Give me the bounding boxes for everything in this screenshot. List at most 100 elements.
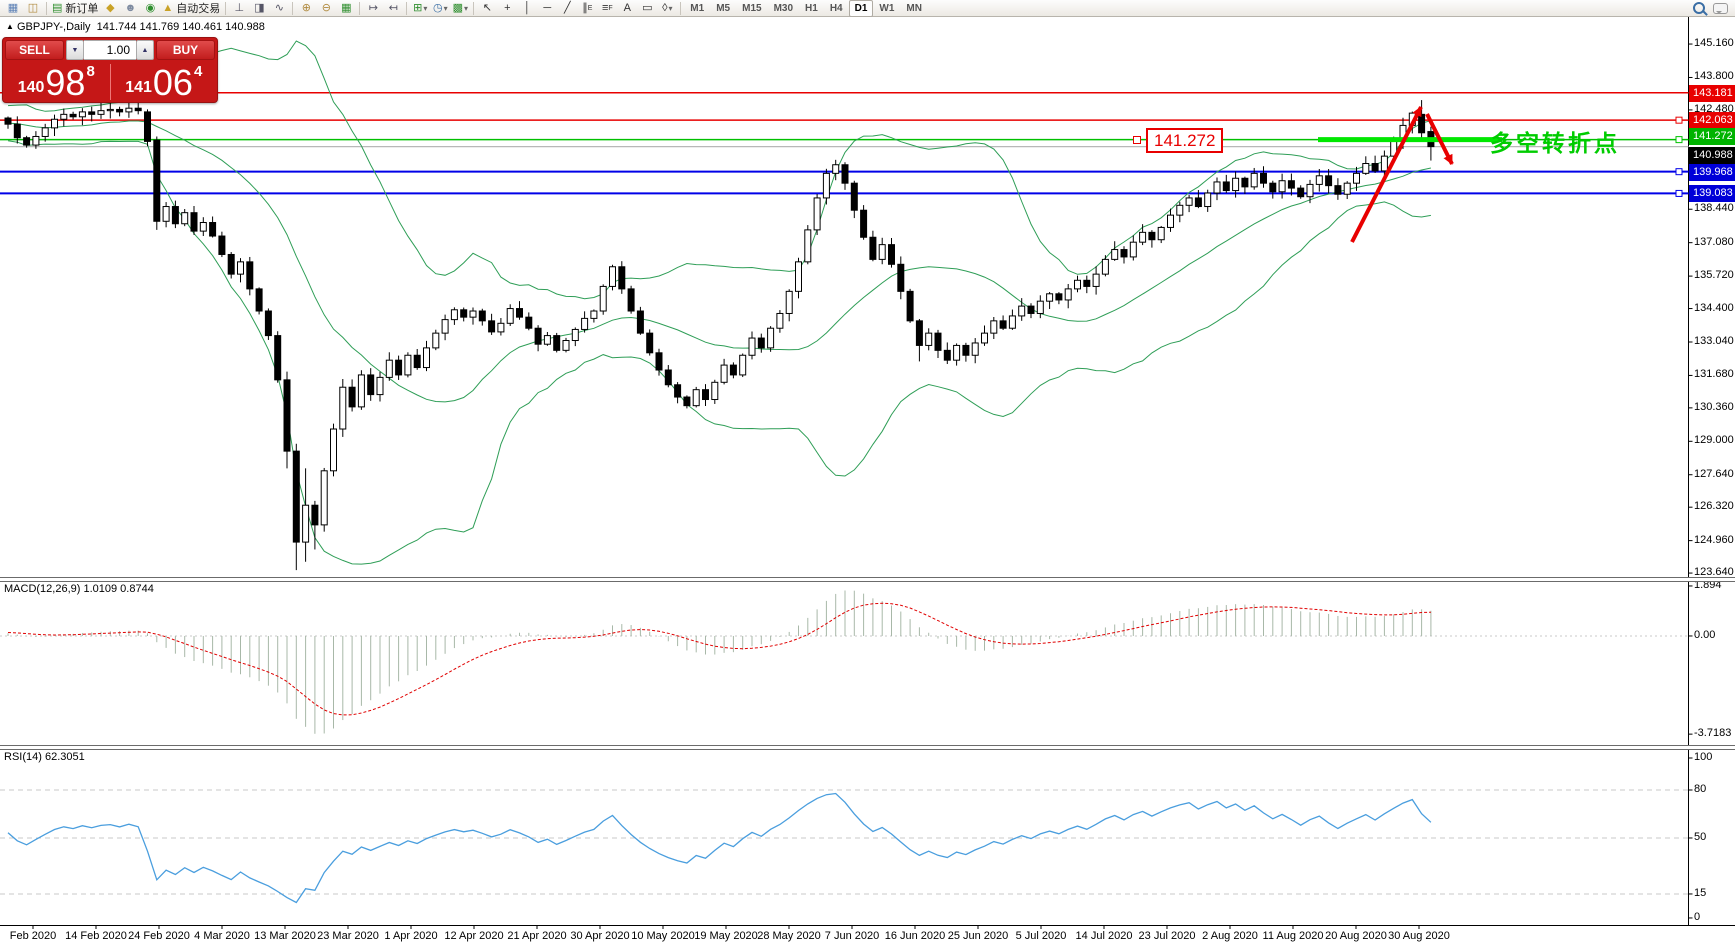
shapes-icon[interactable]: ◊ ▾ xyxy=(662,1,673,14)
market-watch-icon[interactable]: ▦ xyxy=(7,1,19,14)
cursor-icon[interactable]: ↖ xyxy=(482,1,492,14)
time-axis-label: 14 Feb 2020 xyxy=(65,930,127,942)
autotrading-button[interactable]: ▲ 自动交易 xyxy=(162,1,221,15)
time-axis-label: 10 May 2020 xyxy=(631,930,695,942)
rsi-tick-label: 0 xyxy=(1694,910,1701,923)
price-tick-label: 138.440 xyxy=(1694,202,1734,215)
rsi-tick-label: 80 xyxy=(1694,782,1707,795)
toolbar-separator xyxy=(225,1,227,15)
tile-windows-icon[interactable]: ▦ xyxy=(341,1,352,14)
vertical-line-icon[interactable]: │ xyxy=(523,1,531,14)
timeframe-button-D1[interactable]: D1 xyxy=(848,0,874,17)
price-tick-label: 143.800 xyxy=(1694,70,1734,83)
price-tag-143.181: 143.181 xyxy=(1689,84,1735,102)
signals-icon[interactable]: ◉ xyxy=(145,1,156,14)
toolbar-groups: ▦ ◫ ▤ 新订单 ◆ ☻ ◉ ▲ 自动交易 ⊥ ◨ ∿ ⊕ ⊖ ▦ ↦ ↤ ⊞ ▾ ◷ ▾ ▩ ▾ ↖ + │ ─ ╱ ∥ E ≡ F A ▭ ◊… xyxy=(3,1,684,16)
chart-shift-icon[interactable]: ↤ xyxy=(388,1,398,14)
toolbar-separator xyxy=(473,1,475,15)
macd-rsi-splitter[interactable] xyxy=(0,745,1735,750)
symbol-direction-icon: ▲ xyxy=(6,22,14,31)
price-tick-label: 142.480 xyxy=(1694,102,1734,115)
rsi-label: RSI(14) 62.3051 xyxy=(4,751,85,763)
chat-icon[interactable] xyxy=(1713,2,1728,14)
volume-control: ▼ 1.00 ▲ xyxy=(66,40,154,60)
time-axis-label: 5 Jul 2020 xyxy=(1015,930,1067,942)
fibonacci-icon[interactable]: ≡ F xyxy=(601,1,613,14)
volume-decrease-button[interactable]: ▼ xyxy=(66,40,84,60)
buy-price[interactable]: 141 06 4 xyxy=(111,62,218,102)
sell-price-point: 8 xyxy=(86,63,95,80)
styles-icon[interactable]: ◆ xyxy=(106,1,115,14)
time-axis-label: 13 Mar 2020 xyxy=(254,930,316,942)
price-callout-label[interactable]: 141.272 xyxy=(1146,128,1224,153)
buy-price-point: 4 xyxy=(193,63,203,80)
label-icon[interactable]: ▭ xyxy=(642,1,653,14)
price-tick-label: 130.360 xyxy=(1694,400,1734,413)
sell-button[interactable]: SELL xyxy=(5,40,64,60)
data-window-icon[interactable]: ◫ xyxy=(27,1,39,14)
price-callout-handle[interactable] xyxy=(1133,136,1141,144)
turning-point-annotation[interactable]: 多空转折点 xyxy=(1490,130,1620,156)
time-axis-label: 20 Aug 2020 xyxy=(1325,930,1387,942)
timeframe-button-M30[interactable]: M30 xyxy=(773,2,794,14)
one-click-trading-panel: SELL ▼ 1.00 ▲ BUY 140 98 8 141 06 4 xyxy=(2,37,218,103)
profiles-icon[interactable]: ☻ xyxy=(124,1,137,14)
price-tag-139.083: 139.083 xyxy=(1689,185,1735,203)
buy-button[interactable]: BUY xyxy=(156,40,215,60)
time-axis-label: 30 Aug 2020 xyxy=(1388,930,1450,942)
periods-icon[interactable]: ◷ ▾ xyxy=(432,1,448,14)
time-axis-label: 16 Jun 2020 xyxy=(884,930,946,942)
auto-scroll-icon[interactable]: ↦ xyxy=(368,1,378,14)
indicators-icon[interactable]: ⊞ ▾ xyxy=(413,1,428,14)
ohlc-values: 141.744 141.769 140.461 140.988 xyxy=(96,21,265,33)
timeframe-button-W1[interactable]: W1 xyxy=(879,2,895,14)
timeframe-button-M1[interactable]: M1 xyxy=(690,2,705,14)
candlestick-chart-icon[interactable]: ◨ xyxy=(254,1,265,14)
time-axis-label: 14 Jul 2020 xyxy=(1075,930,1133,942)
price-tick-label: 126.320 xyxy=(1694,500,1734,513)
bar-chart-icon[interactable]: ⊥ xyxy=(234,1,245,14)
search-icon[interactable] xyxy=(1693,2,1705,14)
timeframe-button-H4[interactable]: H4 xyxy=(829,2,843,14)
trade-panel-prices: 140 98 8 141 06 4 xyxy=(3,62,217,102)
time-axis-label: 2 Aug 2020 xyxy=(1202,930,1258,942)
horizontal-line-icon[interactable]: ─ xyxy=(543,1,552,14)
macd-tick-label: 0.00 xyxy=(1694,628,1716,641)
toolbar-separator xyxy=(680,1,682,15)
channel-icon[interactable]: ∥ E xyxy=(582,1,593,14)
time-axis-label: 23 Mar 2020 xyxy=(317,930,379,942)
templates-icon[interactable]: ▩ ▾ xyxy=(452,1,468,14)
zoom-out-icon[interactable]: ⊖ xyxy=(321,1,331,14)
timeframe-button-M5[interactable]: M5 xyxy=(716,2,731,14)
time-axis-label: 4 Mar 2020 xyxy=(194,930,250,942)
text-icon[interactable]: A xyxy=(623,1,631,14)
timeframe-button-H1[interactable]: H1 xyxy=(805,2,818,14)
time-axis-label: 1 Apr 2020 xyxy=(384,930,438,942)
new-order-button[interactable]: ▤ 新订单 xyxy=(52,1,99,15)
line-chart-icon[interactable]: ∿ xyxy=(274,1,284,14)
volume-input[interactable]: 1.00 xyxy=(84,40,136,60)
toolbar: ▦ ◫ ▤ 新订单 ◆ ☻ ◉ ▲ 自动交易 ⊥ ◨ ∿ ⊕ ⊖ ▦ ↦ ↤ ⊞ ▾ ◷ ▾ ▩ ▾ ↖ + │ ─ ╱ ∥ E ≡ F A ▭ ◊… xyxy=(0,0,1735,17)
toolbar-separator xyxy=(292,1,294,15)
crosshair-icon[interactable]: + xyxy=(504,1,511,14)
time-axis-label: 11 Aug 2020 xyxy=(1262,930,1324,942)
price-tick-label: 131.680 xyxy=(1694,368,1734,381)
timeframe-button-M15[interactable]: M15 xyxy=(742,2,762,14)
trade-panel-divider xyxy=(109,64,111,100)
macd-label: MACD(12,26,9) 1.0109 0.8744 xyxy=(4,583,154,595)
time-axis-label: 25 Jun 2020 xyxy=(947,930,1009,942)
timeframe-button-MN[interactable]: MN xyxy=(906,2,922,14)
zoom-in-icon[interactable]: ⊕ xyxy=(301,1,311,14)
sell-price[interactable]: 140 98 8 xyxy=(3,62,110,102)
price-tick-label: 134.400 xyxy=(1694,301,1734,314)
main-macd-splitter[interactable] xyxy=(0,577,1735,582)
toolbar-separator xyxy=(359,1,361,15)
time-axis-label: 23 Jul 2020 xyxy=(1138,930,1196,942)
toolbar-separator xyxy=(406,1,408,15)
price-tick-label: 124.960 xyxy=(1694,533,1734,546)
volume-increase-button[interactable]: ▲ xyxy=(136,40,154,60)
price-tick-label: 137.080 xyxy=(1694,235,1734,248)
price-tag-141.272: 141.272 xyxy=(1689,127,1735,145)
trendline-icon[interactable]: ╱ xyxy=(563,1,571,14)
